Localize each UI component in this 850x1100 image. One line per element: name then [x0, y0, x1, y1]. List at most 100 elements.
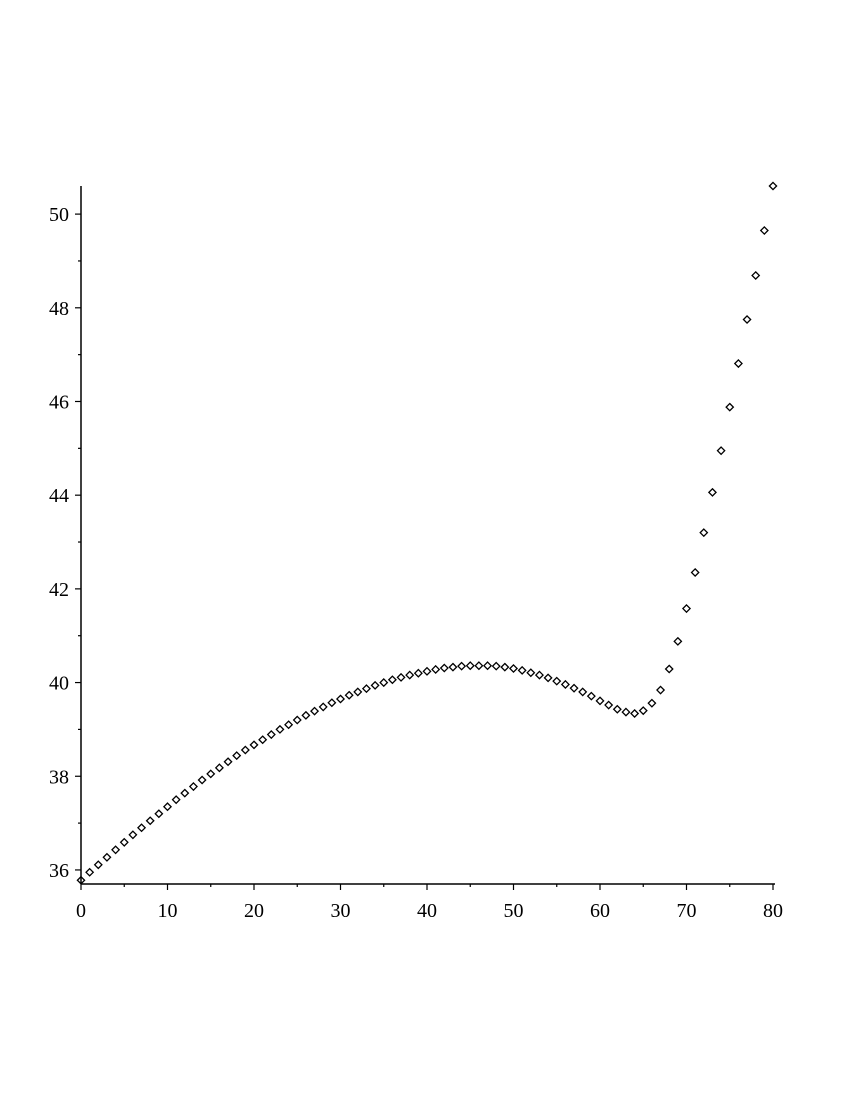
data-point: [768, 181, 778, 191]
data-point: [560, 679, 570, 689]
data-point: [751, 270, 761, 280]
data-point: [422, 666, 432, 676]
data-point: [284, 720, 294, 730]
data-point: [500, 662, 510, 672]
x-tick-label: 10: [158, 900, 178, 922]
data-points: [76, 181, 778, 885]
data-point: [586, 691, 596, 701]
data-point: [180, 788, 190, 798]
data-point: [413, 668, 423, 678]
data-point: [318, 702, 328, 712]
data-point: [656, 685, 666, 695]
data-point: [145, 816, 155, 826]
x-tick-label: 0: [76, 900, 86, 922]
data-point: [240, 745, 250, 755]
data-point: [647, 698, 657, 708]
data-point: [335, 694, 346, 704]
data-point: [612, 704, 622, 714]
data-point: [759, 225, 769, 236]
data-point: [474, 661, 484, 671]
data-point: [214, 763, 224, 773]
data-point: [534, 670, 544, 680]
y-tick-label: 38: [49, 766, 69, 788]
data-point: [526, 668, 536, 678]
data-point: [578, 687, 588, 697]
data-point: [76, 875, 86, 885]
data-point: [638, 706, 648, 716]
data-point: [664, 664, 674, 674]
data-point: [517, 665, 527, 675]
data-point: [491, 661, 501, 671]
data-point: [111, 845, 121, 855]
data-point: [396, 672, 406, 682]
data-point: [405, 670, 415, 680]
data-point: [483, 661, 493, 671]
data-point: [353, 687, 363, 697]
data-point: [310, 706, 320, 716]
data-point: [699, 528, 709, 538]
data-point: [102, 852, 112, 862]
x-tick-label: 40: [417, 900, 437, 922]
y-tick-label: 48: [49, 298, 69, 320]
x-axis-ticks: 0 10 20 30 40 50 60 70 80: [76, 884, 783, 922]
data-point: [249, 740, 259, 750]
data-point: [197, 775, 207, 785]
data-point: [344, 690, 354, 700]
data-point: [379, 678, 389, 688]
data-point: [301, 710, 311, 720]
data-point: [93, 860, 103, 870]
data-point: [266, 730, 276, 740]
y-tick-label: 50: [49, 204, 69, 226]
x-tick-label: 50: [504, 900, 524, 922]
y-tick-label: 42: [49, 579, 69, 601]
data-point: [128, 830, 138, 840]
data-point: [119, 837, 129, 847]
data-point: [370, 680, 380, 690]
data-point: [154, 809, 164, 819]
data-point: [85, 867, 95, 877]
data-point: [716, 446, 726, 456]
data-point: [232, 751, 242, 761]
data-point: [327, 698, 337, 708]
data-point: [604, 700, 614, 710]
data-point: [707, 487, 717, 497]
data-point: [673, 636, 683, 646]
data-point: [439, 663, 449, 673]
data-point: [188, 782, 198, 792]
data-point: [595, 696, 605, 706]
data-point: [275, 724, 285, 734]
x-tick-label: 80: [763, 900, 783, 922]
x-tick-label: 30: [331, 900, 351, 922]
data-point: [206, 769, 216, 779]
data-point: [508, 663, 519, 674]
data-point: [457, 661, 467, 671]
y-tick-label: 40: [49, 673, 69, 695]
data-point: [361, 684, 371, 694]
x-tick-label: 70: [677, 900, 697, 922]
data-point: [725, 402, 735, 412]
y-tick-label: 46: [49, 391, 69, 413]
data-point: [690, 567, 700, 577]
y-tick-label: 36: [49, 860, 69, 882]
x-tick-label: 20: [244, 900, 264, 922]
data-point: [431, 664, 441, 674]
data-point: [733, 359, 743, 369]
data-point: [292, 715, 302, 725]
data-point: [258, 735, 268, 745]
data-point: [552, 676, 562, 686]
data-point: [448, 662, 458, 672]
data-point: [681, 604, 692, 614]
data-point: [387, 675, 397, 685]
data-point: [630, 708, 640, 719]
data-point: [543, 673, 553, 683]
data-point: [465, 661, 475, 671]
data-point: [742, 314, 752, 325]
y-axis-ticks: 36 38 40 42 44 46 48 50: [49, 204, 81, 882]
data-point: [162, 802, 173, 812]
data-point: [171, 795, 181, 805]
data-point: [569, 683, 579, 693]
x-tick-label: 60: [590, 900, 610, 922]
data-point: [137, 823, 147, 833]
y-tick-label: 44: [49, 485, 69, 507]
